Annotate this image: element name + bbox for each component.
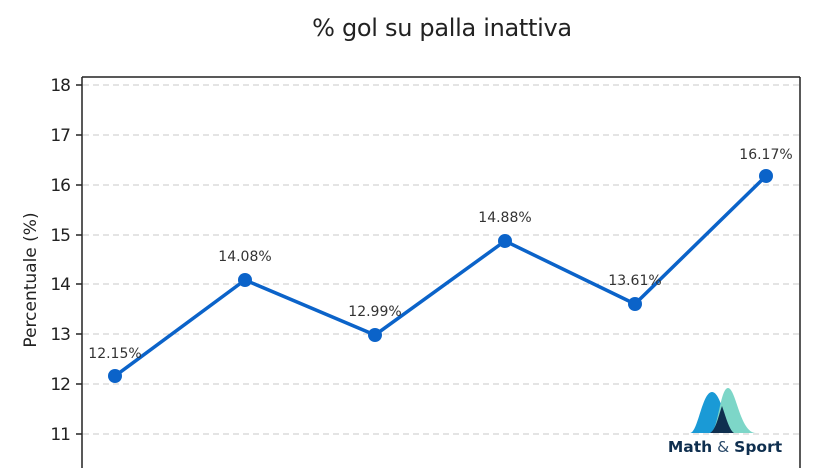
math-and-sport-logo: Math & Sport bbox=[660, 386, 790, 464]
data-label: 12.15% bbox=[88, 346, 141, 362]
y-tick-label: 17 bbox=[50, 126, 70, 146]
y-tick-label: 16 bbox=[50, 176, 70, 196]
logo-text: Math & Sport bbox=[660, 438, 790, 456]
data-label: 14.08% bbox=[218, 249, 271, 265]
data-labels: 12.15% 14.08% 12.99% 14.88% 13.61% 16.17… bbox=[88, 147, 792, 362]
data-label: 14.88% bbox=[478, 210, 531, 226]
y-axis-ticks bbox=[76, 84, 82, 435]
y-axis-label: Percentuale (%) bbox=[21, 212, 41, 347]
series-line bbox=[113, 174, 768, 378]
data-point bbox=[238, 273, 252, 287]
y-tick-label: 11 bbox=[50, 425, 70, 445]
data-point bbox=[759, 169, 773, 183]
y-tick-label: 14 bbox=[50, 275, 70, 295]
logo-word-math: Math bbox=[667, 438, 713, 456]
series-markers bbox=[108, 169, 773, 383]
data-point bbox=[368, 328, 382, 342]
y-axis-tick-labels: 18 17 16 15 14 13 12 11 bbox=[50, 76, 71, 445]
data-label: 13.61% bbox=[608, 273, 661, 289]
y-tick-label: 13 bbox=[50, 325, 70, 345]
bell-curves-icon bbox=[690, 388, 756, 433]
chart-title: % gol su palla inattiva bbox=[312, 14, 572, 42]
y-tick-label: 12 bbox=[50, 375, 70, 395]
plot-frame bbox=[81, 76, 801, 468]
data-point bbox=[108, 369, 122, 383]
logo-ampersand: & bbox=[717, 438, 730, 456]
data-point bbox=[628, 297, 642, 311]
y-tick-label: 18 bbox=[50, 76, 70, 96]
data-label: 16.17% bbox=[739, 147, 792, 163]
gridlines bbox=[83, 84, 799, 435]
y-tick-label: 15 bbox=[50, 226, 70, 246]
logo-word-sport: Sport bbox=[734, 438, 783, 456]
data-point bbox=[498, 234, 512, 248]
data-label: 12.99% bbox=[348, 304, 401, 320]
